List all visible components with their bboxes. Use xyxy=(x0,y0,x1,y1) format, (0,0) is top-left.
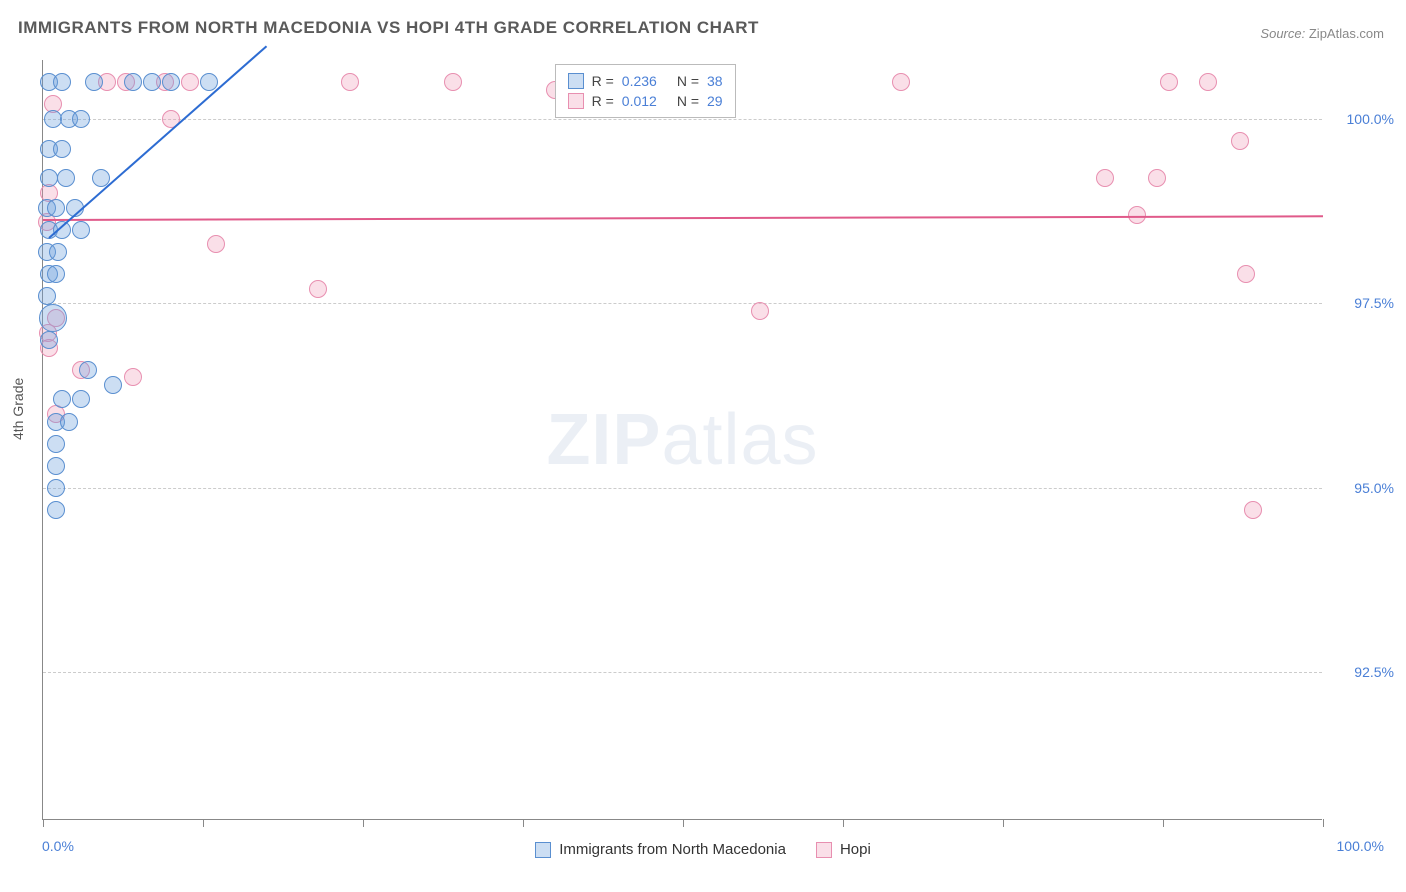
data-point-blue xyxy=(39,304,67,332)
data-point-blue xyxy=(40,169,58,187)
data-point-blue xyxy=(38,287,56,305)
y-axis-title: 4th Grade xyxy=(10,378,26,440)
data-point-pink xyxy=(124,368,142,386)
x-tick xyxy=(43,819,44,827)
x-tick xyxy=(203,819,204,827)
gridline xyxy=(43,488,1322,489)
data-point-blue xyxy=(72,110,90,128)
data-point-pink xyxy=(341,73,359,91)
source-label: Source: xyxy=(1260,26,1305,41)
plot-area: ZIPatlas 100.0%97.5%95.0%92.5%R =0.236N … xyxy=(42,60,1322,820)
data-point-pink xyxy=(1199,73,1217,91)
watermark: ZIPatlas xyxy=(546,399,818,481)
x-tick xyxy=(1163,819,1164,827)
data-point-blue xyxy=(124,73,142,91)
x-tick xyxy=(363,819,364,827)
data-point-blue xyxy=(53,73,71,91)
data-point-pink xyxy=(181,73,199,91)
gridline xyxy=(43,119,1322,120)
gridline xyxy=(43,672,1322,673)
r-value: 0.236 xyxy=(622,73,657,89)
legend-swatch-series2 xyxy=(816,842,832,858)
data-point-blue xyxy=(79,361,97,379)
watermark-bold: ZIP xyxy=(546,400,661,480)
legend-item-series2: Hopi xyxy=(816,841,871,858)
data-point-blue xyxy=(57,169,75,187)
legend-swatch xyxy=(568,73,584,89)
x-tick xyxy=(1003,819,1004,827)
legend-swatch-series1 xyxy=(535,842,551,858)
data-point-pink xyxy=(1244,501,1262,519)
data-point-pink xyxy=(1096,169,1114,187)
data-point-blue xyxy=(104,376,122,394)
source-value: ZipAtlas.com xyxy=(1309,26,1384,41)
y-tick-label: 95.0% xyxy=(1330,480,1394,496)
n-label: N = xyxy=(677,93,699,109)
data-point-pink xyxy=(1237,265,1255,283)
legend-swatch xyxy=(568,93,584,109)
bottom-legend: Immigrants from North Macedonia Hopi xyxy=(0,841,1406,858)
watermark-rest: atlas xyxy=(661,400,818,480)
data-point-blue xyxy=(143,73,161,91)
x-tick xyxy=(683,819,684,827)
data-point-blue xyxy=(47,501,65,519)
r-value: 0.012 xyxy=(622,93,657,109)
data-point-pink xyxy=(1148,169,1166,187)
data-point-blue xyxy=(72,221,90,239)
data-point-blue xyxy=(47,265,65,283)
source-attribution: Source: ZipAtlas.com xyxy=(1260,26,1384,41)
data-point-blue xyxy=(47,479,65,497)
data-point-pink xyxy=(207,235,225,253)
correlation-legend: R = 0.236 N = 38 R = 0.012 N = 29 xyxy=(555,64,736,118)
data-point-blue xyxy=(53,140,71,158)
r-label: R = xyxy=(592,93,614,109)
y-tick-label: 92.5% xyxy=(1330,664,1394,680)
n-value: 29 xyxy=(707,93,723,109)
y-tick-label: 100.0% xyxy=(1330,111,1394,127)
legend-item-series1: Immigrants from North Macedonia xyxy=(535,841,786,858)
data-point-blue xyxy=(47,199,65,217)
data-point-pink xyxy=(1231,132,1249,150)
r-label: R = xyxy=(592,73,614,89)
n-value: 38 xyxy=(707,73,723,89)
legend-label-series1: Immigrants from North Macedonia xyxy=(559,841,786,858)
data-point-blue xyxy=(72,390,90,408)
chart-title: IMMIGRANTS FROM NORTH MACEDONIA VS HOPI … xyxy=(18,18,759,38)
legend-label-series2: Hopi xyxy=(840,841,871,858)
x-tick xyxy=(843,819,844,827)
data-point-pink xyxy=(892,73,910,91)
y-tick-label: 97.5% xyxy=(1330,295,1394,311)
gridline xyxy=(43,303,1322,304)
data-point-blue xyxy=(53,390,71,408)
data-point-blue xyxy=(49,243,67,261)
data-point-pink xyxy=(444,73,462,91)
data-point-blue xyxy=(60,413,78,431)
data-point-blue xyxy=(47,457,65,475)
data-point-blue xyxy=(85,73,103,91)
data-point-pink xyxy=(751,302,769,320)
data-point-blue xyxy=(47,435,65,453)
data-point-pink xyxy=(1160,73,1178,91)
data-point-blue xyxy=(162,73,180,91)
data-point-pink xyxy=(309,280,327,298)
x-tick xyxy=(1323,819,1324,827)
n-label: N = xyxy=(677,73,699,89)
data-point-blue xyxy=(40,331,58,349)
correlation-row-pink: R = 0.012 N = 29 xyxy=(568,91,723,111)
correlation-row-blue: R = 0.236 N = 38 xyxy=(568,71,723,91)
x-tick xyxy=(523,819,524,827)
